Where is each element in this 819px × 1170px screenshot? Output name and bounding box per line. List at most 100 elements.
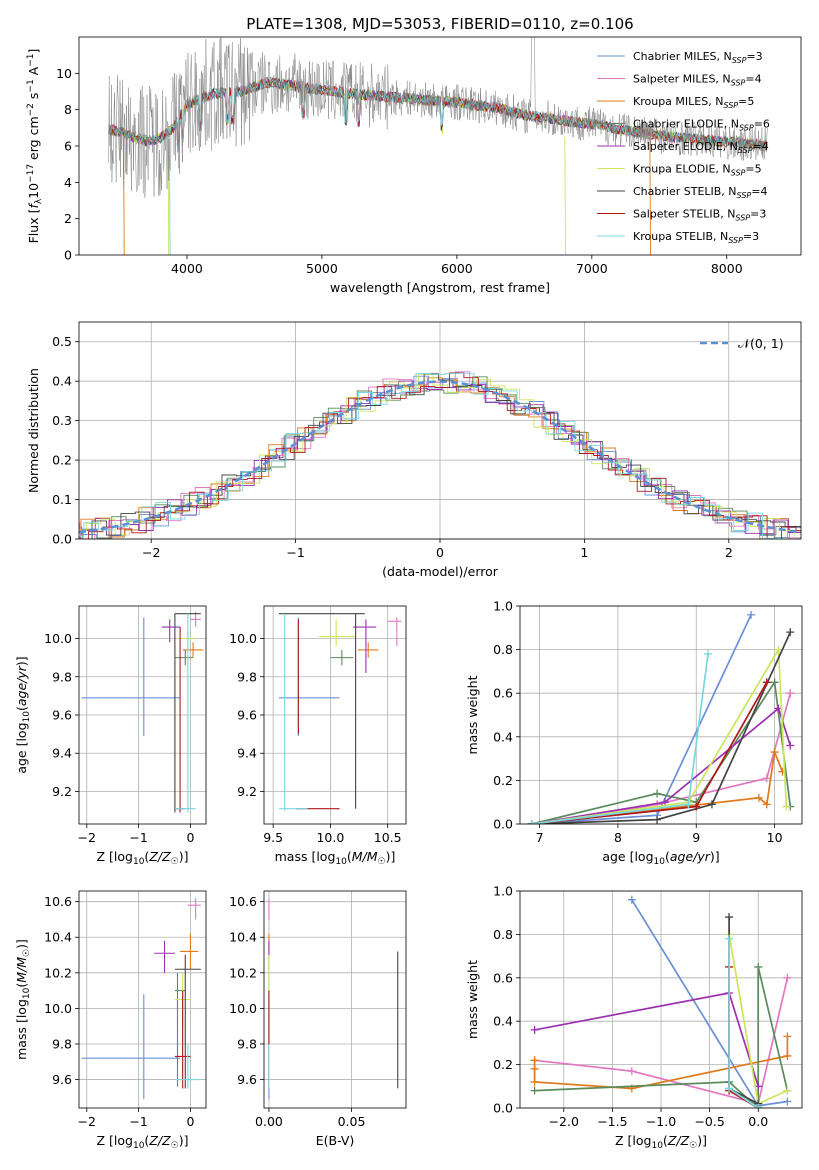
weight-marker [783,973,792,982]
label-part: −2 [26,103,36,116]
x-tick-label: 7000 [576,261,608,276]
y-tick-label: 0.0 [52,532,72,547]
y-axis-label: mass weight [465,675,480,754]
y-tick-label: 9.8 [52,669,72,684]
panel-age_vs_mass: 9.5 10.0 10.5 9.2 9.4 9.6 9.8 10.0 [229,606,406,845]
x-tick-label: 0.05 [338,1114,366,1129]
errorbar-point [187,898,201,920]
weight-marker [762,774,771,783]
weight-marker [762,678,771,687]
plot-frame [78,321,802,540]
y-tick-label: 0.1 [52,492,72,507]
x-tick-label: 2 [725,545,733,560]
label-part: s [26,93,41,104]
label-part: −17 [26,164,36,183]
label-part: Z/Z [148,1133,171,1148]
figure-title: PLATE=1308, MJD=53053, FIBERID=0110, z=0… [246,15,633,33]
y-tick-label: 9.4 [52,746,72,761]
label-part: )] [14,939,29,949]
plot-frame [78,890,207,1109]
legend-name: Kroupa ELODIE, N [633,163,731,176]
plot-frame [519,605,803,825]
x-tick-label: −2 [142,545,160,560]
x-tick-label: 7 [536,830,544,845]
errorbar-point [353,619,377,673]
y-tick-label: 10.0 [229,1001,257,1016]
x-axis-label: Z [log10(Z/Z☉)] [97,849,189,867]
weight-marker [530,1025,539,1034]
label-part: ☉ [378,857,386,867]
legend-entry: Chabrier MILES, NSSP=3 [633,50,763,65]
label-part: )] [179,1133,189,1148]
legend-sub: SSP [738,146,753,155]
x-tick-label: −2.0 [549,1114,579,1129]
x-axis-label: age [log10(age/yr)] [602,849,719,867]
legend-normal-label: 𝒩(0, 1) [738,336,784,351]
weight-marker [530,1086,539,1095]
data-spectrum [108,37,768,198]
label-part: )] [697,1133,707,1148]
y-tick-label: 0.2 [493,1057,513,1072]
legend-entry: Kroupa MILES, NSSP=5 [633,95,754,110]
y-tick-label: 10.4 [44,930,72,945]
label-part: mass [log [14,999,29,1060]
x-tick-label: 4000 [171,261,203,276]
weight-series-chabrier-stelib [531,631,792,824]
weight-marker [653,815,662,824]
legend-sub: SSP [739,124,754,133]
x-tick-label: 0.00 [255,1114,283,1129]
y-tick-label: 9.6 [237,1072,257,1087]
legend-count: =3 [746,50,762,63]
y-tick-label: 9.6 [237,708,257,723]
legend-sub: SSP [728,236,743,245]
normal-curve [79,380,801,534]
y-tick-label: 10.0 [44,1001,72,1016]
weight-marker [782,802,791,811]
x-axis-label: Z [log10(Z/Z☉)] [97,1133,189,1151]
errorbar-point [357,642,379,658]
x-tick-label: 0 [436,545,444,560]
weight-marker [627,895,636,904]
errorbar-point [180,933,199,970]
weight-series-chabrier-elodie [534,966,789,1108]
y-axis-label: Flux [fλ10−17 erg cm−2 s−1 A−1] [26,49,44,244]
plot-frame [263,890,407,1109]
errorbar-point [154,940,175,973]
label-part: Z/Z [667,1133,690,1148]
y-tick-label: 9.8 [52,1036,72,1051]
x-tick-label: 1 [580,545,588,560]
errorbar-point [174,649,194,666]
label-part: M/M [352,849,378,864]
x-tick-label: −2 [78,1114,96,1129]
weight-marker [692,802,701,811]
panel-mass_vs_EBV: 0.00 0.05 9.6 9.8 10.0 10.2 10.4 10.6 [229,891,406,1129]
label-part: 10 [654,857,666,867]
residual-histogram-kroupa-stelib [79,372,801,539]
legend-count: =5 [738,95,754,108]
x-tick-label: −2 [78,830,96,845]
x-tick-label: 5000 [306,261,338,276]
weight-marker [783,1051,792,1060]
y-tick-label: 9.4 [237,746,257,761]
label-part: ( [144,1133,149,1148]
label-part: ☉ [171,857,179,867]
errorbars [81,898,201,1100]
errorbar-point [174,955,201,1089]
label-part: A [26,66,41,79]
weight-marker [707,800,716,809]
weight-marker [527,820,536,824]
label-part: ( [663,1133,668,1148]
label-part: age [log [14,722,29,773]
panel-spectrum: 4000 5000 6000 7000 8000 0 2 4 6 8 10 [56,66,743,276]
x-tick-label: −1.5 [597,1114,627,1129]
legend-entry: Kroupa ELODIE, NSSP=5 [633,163,762,178]
label-part: age/yr [670,849,711,864]
weight-marker [530,1056,539,1065]
label-part: Z/Z [148,849,171,864]
legend-name: Salpeter STELIB, N [633,208,735,221]
label-part: Z [log [97,1133,133,1148]
errorbars [81,611,204,813]
weight-marker [725,934,734,943]
errorbar-point [318,619,356,647]
